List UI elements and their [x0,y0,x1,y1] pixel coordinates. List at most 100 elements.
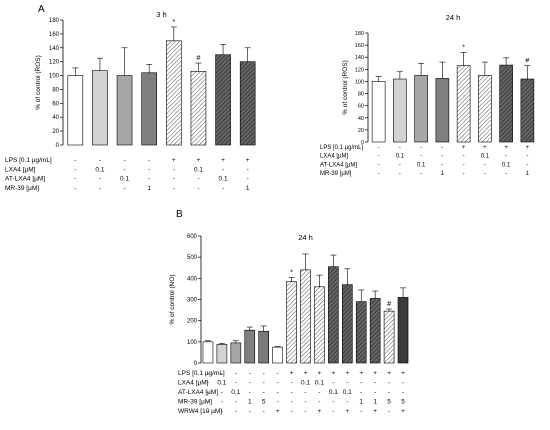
treatment-value: - [441,162,443,168]
treatment-value: - [402,380,404,387]
treatment-value: - [222,166,224,173]
bar [272,346,283,364]
bar [499,64,513,143]
treatment-value: + [526,145,530,151]
treatment-value: - [74,176,76,183]
treatment-value: - [221,408,223,415]
significance-marker: # [387,301,391,308]
treatment-value: - [378,145,380,151]
treatment-value: - [235,380,237,387]
treatment-value: - [247,166,249,173]
treatment-value: - [484,162,486,168]
treatment-value: - [290,408,292,415]
y-tick-label: 0 [361,140,364,146]
bar [414,75,428,143]
treatment-value: + [276,408,280,415]
y-tick-label: 160 [49,32,60,38]
bar [328,266,339,364]
treatment-value: 0.1 [481,154,490,160]
treatment-value: - [360,389,362,396]
treatment-value: + [401,370,405,377]
treatment-label: LXA4 [µM] [178,380,209,387]
treatment-label: AT-LXA4 [µM] [178,389,218,396]
bar [286,281,297,364]
treatment-value: - [374,380,376,387]
bar [314,286,325,364]
significance-marker: # [525,58,529,65]
treatment-value: + [387,370,391,377]
y-tick-label: 0 [56,143,60,149]
treatment-value: + [462,145,466,151]
bar [67,75,84,146]
treatment-value: + [373,408,377,415]
y-axis-label: % of control (ROS) [35,55,42,110]
treatment-value: - [235,370,237,377]
treatment-value: - [263,380,265,387]
y-tick-label: 300 [187,298,198,304]
treatment-value: - [402,389,404,396]
treatment-label: AT-LXA4 [µM] [320,162,357,168]
y-tick-label: 200 [187,319,198,325]
treatment-value: - [332,399,334,406]
treatment-value: - [332,408,334,415]
y-tick-label: 600 [187,234,198,240]
treatment-value: - [249,370,251,377]
treatment-value: - [247,176,249,183]
chart-no-24h: 24 h 0 100 200 300 400 500 600 % of control (NO)… [169,233,409,415]
bar [141,72,157,146]
panel-b-label: B [176,209,183,220]
y-tick-label: 400 [187,276,198,282]
treatment-label: LPS [0.1 µg/mL] [5,157,52,164]
treatment-value: - [207,399,209,406]
treatment-value: + [246,157,250,164]
bar [435,78,450,143]
bar [230,342,242,364]
y-tick-label: 100 [187,340,198,346]
treatment-label: WRW4 [10 µM] [178,408,222,415]
treatment-value: - [222,185,224,192]
treatment-value: - [290,389,292,396]
y-tick-label: 20 [52,129,59,135]
treatment-value: 1 [441,171,445,177]
treatment-value: - [249,389,251,396]
treatment-value: - [263,408,265,415]
y-tick-label: 60 [358,104,364,110]
y-tick-label: 180 [49,18,60,24]
treatment-value: - [207,389,209,396]
treatment-value: + [197,157,201,164]
treatment-value: - [173,166,175,173]
y-tick-label: 0 [194,361,198,367]
y-tick-label: 120 [355,67,364,73]
bar [239,61,256,146]
y-tick-label: 500 [187,255,198,261]
treatment-value: + [483,145,487,151]
treatment-value: - [263,370,265,377]
treatment-value: - [207,370,209,377]
treatment-value: - [399,171,401,177]
treatment-value: 1 [526,171,530,177]
treatment-value: - [173,176,175,183]
treatment-value: + [373,370,377,377]
treatment-label: AT-LXA4 [µM] [5,176,45,183]
bar [478,75,492,143]
treatment-value: - [99,176,101,183]
treatment-value: - [505,171,507,177]
treatment-value: - [378,162,380,168]
bar [190,71,207,146]
treatment-value: + [504,145,508,151]
treatment-value: - [441,154,443,160]
y-tick-label: 140 [49,46,60,52]
significance-marker: * [462,44,465,51]
treatment-value: - [399,145,401,151]
bar [202,341,214,364]
y-tick-label: 40 [52,115,59,121]
chart-title: 24 h [446,13,461,22]
treatment-label: MR-39 [µM] [178,399,212,406]
treatment-value: - [277,370,279,377]
panel-a-label: A [38,4,45,15]
treatment-value: - [99,185,101,192]
treatment-value: - [290,399,292,406]
treatment-value: - [173,185,175,192]
treatment-value: - [318,399,320,406]
